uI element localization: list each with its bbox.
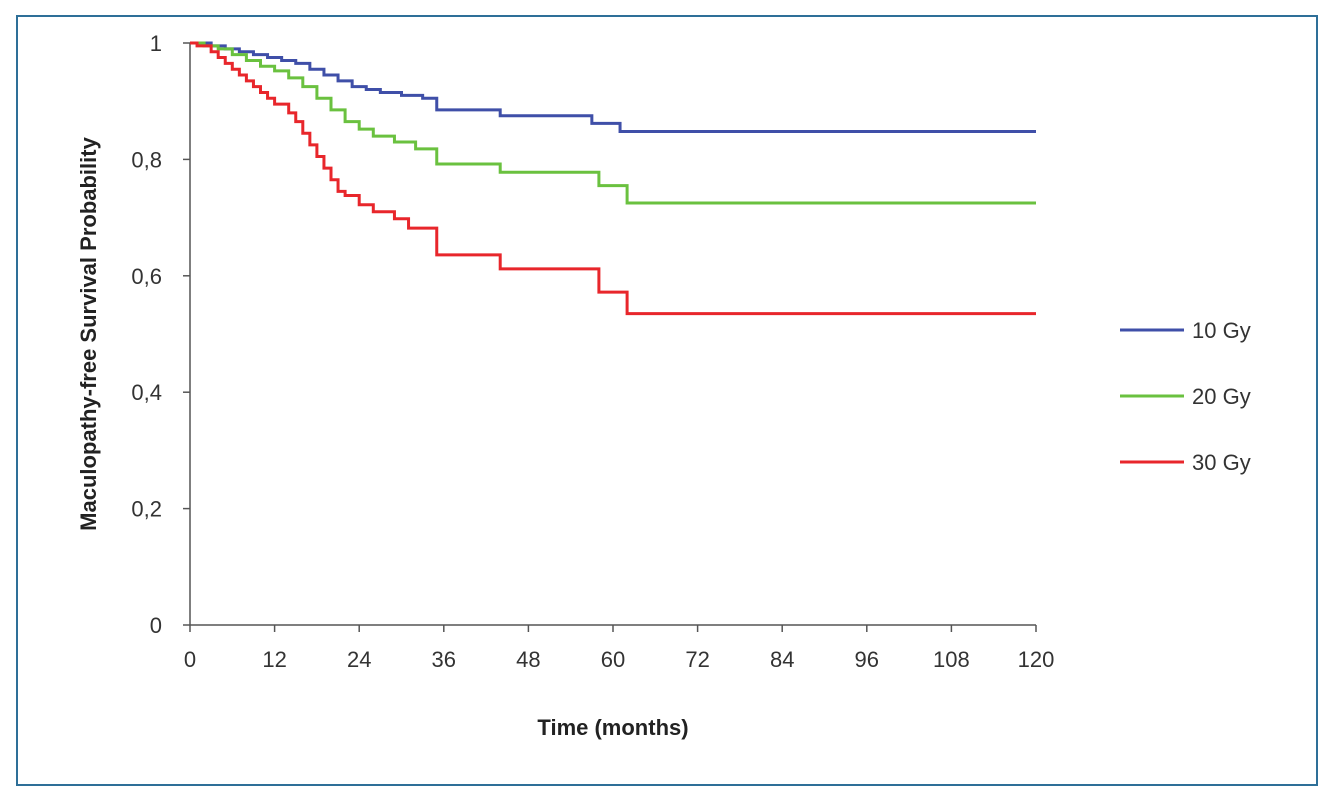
y-tick-label: 0,4 bbox=[131, 380, 162, 405]
y-tick-label: 1 bbox=[150, 31, 162, 56]
chart-frame: 0 12 24 36 48 60 72 84 96 108 120 0 0,2 0,4 0,6 0,8 1 1… bbox=[16, 15, 1318, 786]
y-ticks: 0 0,2 0,4 0,6 0,8 1 bbox=[131, 31, 190, 638]
x-tick-label: 24 bbox=[347, 647, 371, 672]
x-tick-label: 96 bbox=[855, 647, 879, 672]
x-tick-label: 12 bbox=[262, 647, 286, 672]
series-layer bbox=[190, 41, 1036, 316]
x-tick-label: 36 bbox=[432, 647, 456, 672]
x-tick-label: 84 bbox=[770, 647, 794, 672]
y-tick-label: 0,2 bbox=[131, 497, 162, 522]
x-tick-label: 48 bbox=[516, 647, 540, 672]
x-axis-title: Time (months) bbox=[537, 715, 688, 740]
legend: 10 Gy 20 Gy 30 Gy bbox=[1120, 318, 1251, 475]
legend-label-10-gy: 10 Gy bbox=[1192, 318, 1251, 343]
y-tick-label: 0,8 bbox=[131, 147, 162, 172]
x-tick-label: 72 bbox=[685, 647, 709, 672]
y-axis-title: Maculopathy-free Survival Probability bbox=[76, 136, 101, 530]
y-tick-label: 0,6 bbox=[131, 264, 162, 289]
x-tick-label: 108 bbox=[933, 647, 970, 672]
survival-chart: 0 12 24 36 48 60 72 84 96 108 120 0 0,2 0,4 0,6 0,8 1 1… bbox=[76, 31, 1251, 740]
legend-label-20-gy: 20 Gy bbox=[1192, 384, 1251, 409]
series-line-10-gy bbox=[190, 41, 1036, 133]
x-tick-label: 0 bbox=[184, 647, 196, 672]
series-line-30-gy bbox=[190, 41, 1036, 316]
x-tick-label: 120 bbox=[1018, 647, 1055, 672]
x-tick-label: 60 bbox=[601, 647, 625, 672]
legend-label-30-gy: 30 Gy bbox=[1192, 450, 1251, 475]
series-line-20-gy bbox=[190, 41, 1036, 205]
x-ticks: 0 12 24 36 48 60 72 84 96 108 120 bbox=[184, 625, 1054, 672]
y-tick-label: 0 bbox=[150, 613, 162, 638]
